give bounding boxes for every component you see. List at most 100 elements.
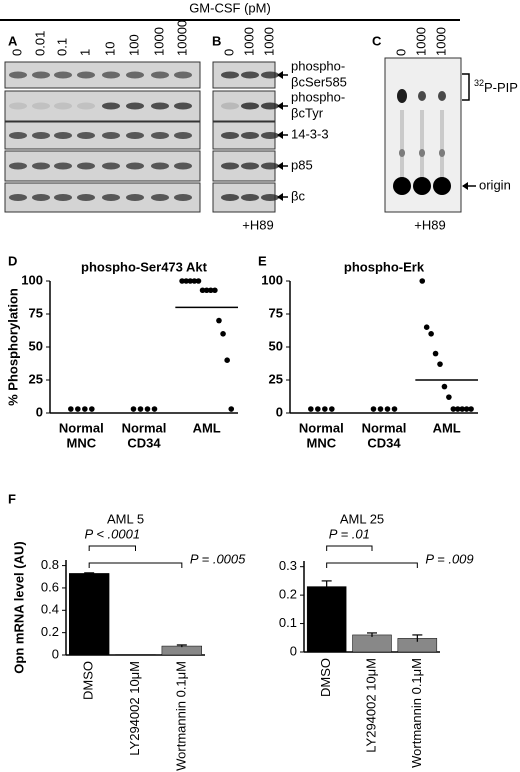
x-tick-label: CD34 — [367, 435, 401, 450]
arrow-head — [277, 102, 283, 110]
data-point — [179, 278, 185, 284]
data-point — [432, 350, 439, 357]
x-tick-label: Normal — [362, 420, 407, 435]
data-point — [391, 406, 398, 412]
blot-band — [32, 162, 50, 170]
x-tick-label: LY294002 10μM — [127, 661, 142, 756]
blot-band — [241, 71, 259, 79]
y-tick-label: 100 — [261, 272, 283, 287]
data-point — [450, 406, 457, 412]
band-label: 14-3-3 — [291, 126, 329, 141]
blot-band — [151, 71, 169, 79]
x-tick-label: Normal — [122, 420, 167, 435]
isotope: 32 — [474, 78, 484, 88]
band-label: βc — [291, 188, 305, 203]
data-point — [463, 406, 470, 412]
blot-band — [77, 162, 95, 170]
lane-label: 100 — [126, 34, 141, 56]
data-point — [183, 278, 189, 284]
y-tick-label: 0.2 — [41, 624, 59, 639]
y-axis-label: % Phosphorylation — [5, 288, 20, 406]
x-tick-label: AML — [193, 420, 221, 435]
lane-label: 1000 — [151, 27, 166, 56]
band-label: βcTyr — [291, 105, 324, 120]
origin-label: origin — [479, 177, 511, 192]
blot-band — [9, 194, 27, 201]
bar — [352, 634, 392, 653]
spot-label: 32P-PIP — [474, 78, 518, 95]
lane-label: 0 — [221, 49, 236, 56]
panel-label: D — [8, 253, 17, 268]
data-point — [377, 406, 384, 412]
origin-spot — [413, 177, 431, 195]
x-tick-label: MNC — [307, 435, 337, 450]
blot-band — [174, 132, 192, 139]
lane-label: 1 — [77, 49, 92, 56]
band-label: phospho- — [291, 58, 345, 73]
chart-title: AML 5 — [107, 511, 144, 526]
panel-label: C — [372, 33, 382, 48]
blot-band — [32, 194, 50, 201]
arrow-head — [277, 131, 283, 139]
significance-bracket — [326, 545, 373, 551]
annotation: P = .0005 — [190, 551, 246, 566]
blot-band — [77, 71, 95, 79]
treatment-label: +H89 — [414, 217, 445, 232]
blot-band — [221, 102, 239, 110]
chart-title: phospho-Ser473 Akt — [81, 259, 208, 274]
bracket — [462, 73, 470, 101]
y-tick-label: 25 — [269, 371, 283, 386]
blot-band — [241, 102, 259, 110]
blot-band — [102, 162, 120, 170]
data-point — [446, 394, 452, 400]
x-tick-label: CD34 — [127, 435, 161, 450]
band-label: βcSer585 — [291, 74, 347, 89]
bar — [306, 586, 347, 653]
blot-band — [9, 71, 27, 79]
blot-band — [102, 194, 120, 201]
blot-band — [261, 162, 279, 170]
data-point — [212, 287, 218, 294]
blot-band — [151, 102, 169, 110]
data-point — [216, 317, 222, 324]
blot-band — [77, 102, 95, 110]
bar — [161, 645, 203, 656]
blot-band — [32, 132, 50, 139]
blot-band — [126, 71, 144, 79]
data-point — [384, 406, 391, 412]
y-tick-label: 0 — [36, 404, 43, 419]
data-point — [322, 406, 328, 412]
pip-spot — [418, 91, 426, 101]
data-point — [130, 406, 137, 412]
data-point — [428, 331, 434, 337]
blot-band — [9, 162, 27, 170]
y-tick-label: 0.6 — [41, 579, 59, 594]
blot-band — [126, 102, 144, 110]
blot-band — [151, 162, 169, 170]
lane-streak — [440, 110, 444, 180]
header: GM-CSF (pM) — [189, 0, 271, 15]
data-point — [195, 278, 202, 284]
blot-band — [174, 194, 192, 201]
band-label: phospho- — [291, 89, 345, 104]
y-tick-label: 0 — [52, 646, 59, 661]
data-point — [441, 383, 448, 390]
blot-band — [9, 102, 27, 110]
lane-streak — [420, 110, 424, 180]
data-point — [454, 406, 461, 412]
data-point — [137, 406, 144, 412]
annotation: P = .01 — [329, 526, 370, 541]
blot-band — [241, 132, 259, 139]
blot-band — [126, 162, 144, 170]
y-tick-label: 50 — [269, 338, 283, 353]
y-tick-label: 0 — [276, 404, 283, 419]
y-tick-label: 0 — [290, 643, 297, 658]
data-point — [75, 406, 81, 412]
band-label: p85 — [291, 157, 313, 172]
spot-name: P-PIP — [484, 80, 518, 95]
significance-bracket — [88, 562, 183, 568]
blot-band — [54, 102, 72, 110]
x-tick-label: DMSO — [81, 661, 96, 700]
x-tick-label: MNC — [67, 435, 97, 450]
blot-band — [54, 71, 72, 79]
